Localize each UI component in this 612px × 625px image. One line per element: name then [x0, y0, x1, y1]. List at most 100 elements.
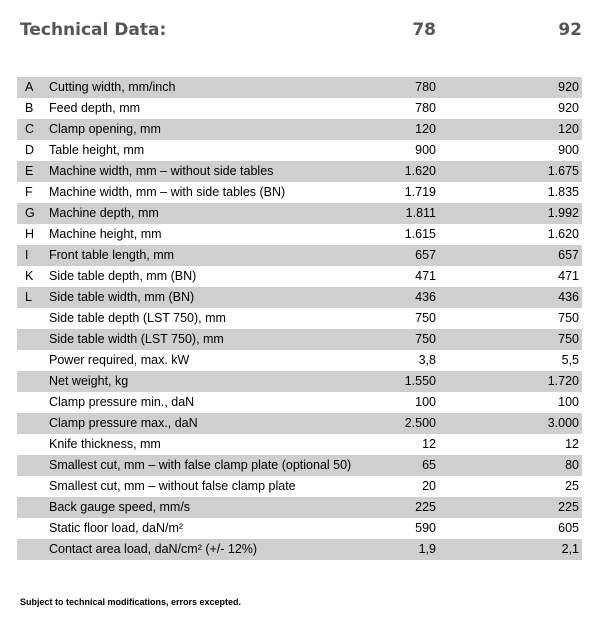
value-92: 1.675 [547, 164, 579, 178]
row-label: Static floor load, daN/m² [49, 521, 184, 535]
value-92: 436 [558, 290, 579, 304]
table-row: K Side table depth, mm (BN) 471 471 [17, 266, 582, 287]
row-label: Power required, max. kW [49, 353, 190, 367]
row-label: Smallest cut, mm – with false clamp plat… [49, 458, 352, 472]
row-letter: K [25, 269, 34, 283]
value-78: 750 [415, 332, 436, 346]
row-letter: D [25, 143, 35, 157]
value-78: 1.719 [404, 185, 436, 199]
value-92: 2,1 [561, 542, 579, 556]
value-78: 2.500 [404, 416, 436, 430]
table-row: Smallest cut, mm – without false clamp p… [17, 476, 582, 497]
row-label: Front table length, mm [49, 248, 175, 262]
table-row: Side table width (LST 750), mm 750 750 [17, 329, 582, 350]
value-78: 1.811 [405, 206, 436, 220]
row-letter: B [25, 101, 34, 115]
value-78: 436 [415, 290, 436, 304]
value-92: 80 [565, 458, 579, 472]
table-row: Contact area load, daN/cm² (+/- 12%) 1,9 2… [17, 539, 582, 560]
table-row: Smallest cut, mm – with false clamp plat… [17, 455, 582, 476]
value-78: 900 [415, 143, 436, 157]
value-92: 1.620 [547, 227, 579, 241]
value-92: 120 [558, 122, 579, 136]
row-letter: C [25, 122, 35, 136]
row-label: Side table depth, mm (BN) [49, 269, 197, 283]
value-92: 900 [558, 143, 579, 157]
row-label: Clamp pressure min., daN [49, 395, 195, 409]
value-92: 1.720 [547, 374, 579, 388]
value-78: 12 [422, 437, 436, 451]
row-label: Machine depth, mm [49, 206, 159, 220]
row-letter: A [25, 80, 34, 94]
table-row: C Clamp opening, mm 120 120 [17, 119, 582, 140]
value-78: 1,9 [418, 542, 436, 556]
table-row: A Cutting width, mm/inch 780 920 [17, 77, 582, 98]
row-label: Net weight, kg [49, 374, 129, 388]
table-header: Technical Data: 78 92 [0, 0, 612, 70]
row-label: Machine width, mm – without side tables [49, 164, 274, 178]
row-letter: G [25, 206, 35, 220]
page-title: Technical Data: [20, 20, 167, 40]
value-78: 20 [422, 479, 436, 493]
table-row: E Machine width, mm – without side tables… [17, 161, 582, 182]
value-92: 225 [558, 500, 579, 514]
value-78: 100 [415, 395, 436, 409]
value-78: 590 [415, 521, 436, 535]
value-92: 920 [558, 80, 579, 94]
column-header-78: 78 [412, 20, 436, 40]
value-78: 471 [415, 269, 436, 283]
row-label: Clamp pressure max., daN [49, 416, 198, 430]
row-label: Machine width, mm – with side tables (BN… [49, 185, 286, 199]
value-92: 750 [558, 311, 579, 325]
row-label: Cutting width, mm/inch [49, 80, 176, 94]
row-label: Contact area load, daN/cm² (+/- 12%) [49, 542, 258, 556]
value-78: 120 [415, 122, 436, 136]
table-row: D Table height, mm 900 900 [17, 140, 582, 161]
value-92: 25 [565, 479, 579, 493]
row-label: Machine height, mm [49, 227, 162, 241]
table-row: Side table depth (LST 750), mm 750 750 [17, 308, 582, 329]
row-label: Side table width, mm (BN) [49, 290, 195, 304]
value-92: 920 [558, 101, 579, 115]
value-78: 3,8 [418, 353, 436, 367]
value-92: 657 [558, 248, 579, 262]
value-78: 1.615 [404, 227, 436, 241]
value-92: 100 [558, 395, 579, 409]
row-label: Clamp opening, mm [49, 122, 161, 136]
table-row: I Front table length, mm 657 657 [17, 245, 582, 266]
row-label: Side table width (LST 750), mm [49, 332, 224, 346]
table-row: Static floor load, daN/m² 590 605 [17, 518, 582, 539]
table-row: Power required, max. kW 3,8 5,5 [17, 350, 582, 371]
row-label: Smallest cut, mm – without false clamp p… [49, 479, 296, 493]
table-row: Net weight, kg 1.550 1.720 [17, 371, 582, 392]
column-header-92: 92 [558, 20, 582, 40]
row-letter: F [25, 185, 33, 199]
value-78: 65 [422, 458, 436, 472]
row-label: Table height, mm [49, 143, 145, 157]
value-78: 657 [415, 248, 436, 262]
value-92: 12 [565, 437, 579, 451]
value-92: 1.992 [547, 206, 579, 220]
value-92: 5,5 [561, 353, 579, 367]
row-letter: L [25, 290, 32, 304]
table-row: F Machine width, mm – with side tables (B… [17, 182, 582, 203]
value-78: 780 [415, 101, 436, 115]
row-label: Side table depth (LST 750), mm [49, 311, 226, 325]
value-78: 225 [415, 500, 436, 514]
row-letter: E [25, 164, 34, 178]
table-row: Back gauge speed, mm/s 225 225 [17, 497, 582, 518]
footnote: Subject to technical modifications, erro… [20, 597, 242, 607]
row-label: Back gauge speed, mm/s [49, 500, 191, 514]
row-label: Knife thickness, mm [49, 437, 161, 451]
value-78: 750 [415, 311, 436, 325]
value-92: 1.835 [547, 185, 579, 199]
value-78: 1.620 [404, 164, 436, 178]
row-letter: I [25, 248, 29, 262]
table-row: B Feed depth, mm 780 920 [17, 98, 582, 119]
table-row: Clamp pressure max., daN 2.500 3.000 [17, 413, 582, 434]
table-row: Clamp pressure min., daN 100 100 [17, 392, 582, 413]
value-92: 3.000 [547, 416, 579, 430]
table-row: L Side table width, mm (BN) 436 436 [17, 287, 582, 308]
value-92: 471 [558, 269, 579, 283]
value-78: 780 [415, 80, 436, 94]
